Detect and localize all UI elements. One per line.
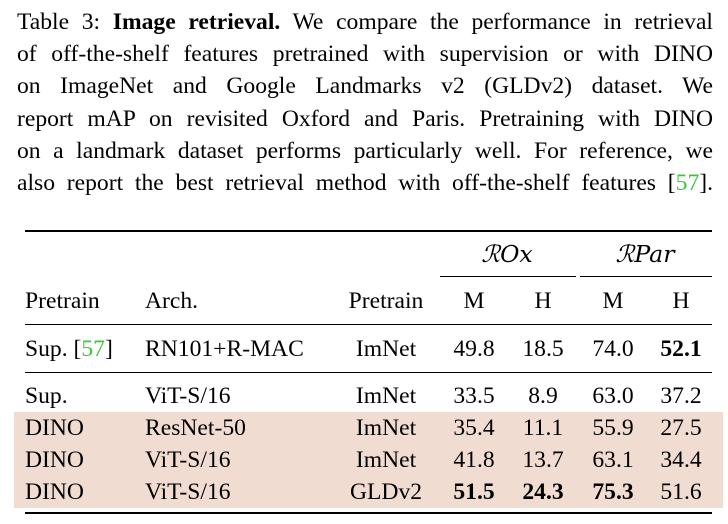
row-0-rpar-m: 74.0	[592, 336, 634, 362]
row-3-arch: ViT-S/16	[145, 447, 231, 473]
caption-line-3: on ImageNet and Google Landmarks v2 (GLD…	[17, 73, 713, 100]
header-rpar-m: M	[602, 288, 624, 314]
caption-text-6: also report the best retrieval method wi…	[17, 170, 676, 197]
row-3-method: DINO	[25, 447, 84, 473]
caption-label: Table 3:	[17, 9, 101, 35]
row-3-rpar-h: 34.4	[660, 447, 702, 473]
row-4-arch: ViT-S/16	[145, 479, 231, 505]
row-2-arch: ResNet-50	[145, 415, 246, 441]
group-header-rox: ℛOx	[481, 240, 533, 268]
row-3-rox-h: 13.7	[522, 447, 564, 473]
row-0-citation[interactable]: 57	[81, 336, 105, 362]
row-2-rox-h: 11.1	[522, 415, 564, 441]
header-rule	[25, 324, 712, 325]
row-3-rpar-m: 63.1	[592, 447, 634, 473]
row-0-rox-h: 18.5	[522, 336, 564, 362]
group-header-rpar: ℛPar	[615, 240, 675, 268]
row-1-rox-m: 33.5	[453, 383, 495, 409]
row-1-rpar-h: 37.2	[660, 383, 702, 409]
caption-line-2: of off-the-shelf features pretrained wit…	[17, 41, 713, 68]
row-3-rox-m: 41.8	[453, 447, 495, 473]
row-1-arch: ViT-S/16	[145, 383, 231, 409]
header-pretrain-method: Pretrain	[25, 288, 100, 314]
caption-text-1: We compare the performance in retrieval	[280, 9, 713, 35]
rpar-cmidrule	[580, 276, 712, 277]
header-rox-m: M	[463, 288, 485, 314]
row-1-rpar-m: 63.0	[592, 383, 634, 409]
row-4-method: DINO	[25, 479, 84, 505]
caption-line-1: Table 3: Image retrieval. We compare the…	[17, 6, 713, 38]
header-pretrain-data: Pretrain	[348, 288, 424, 314]
row-2-rpar-m: 55.9	[592, 415, 634, 441]
citation-link[interactable]: 57	[675, 170, 700, 197]
caption-title: Image retrieval.	[112, 9, 281, 35]
row-4-rox-h: 24.3	[522, 479, 564, 505]
caption-line-6: also report the best retrieval method wi…	[17, 167, 713, 199]
row-4-rpar-h: 51.6	[660, 479, 702, 505]
row-0-rox-m: 49.8	[453, 336, 495, 362]
header-arch: Arch.	[145, 288, 199, 314]
caption-text-6-end: ].	[699, 170, 713, 197]
caption-line-5: on a landmark dataset performs particula…	[17, 137, 713, 164]
row-2-rox-m: 35.4	[453, 415, 495, 441]
row-1-rox-h: 8.9	[528, 383, 558, 409]
section-rule	[25, 372, 712, 373]
table-caption: Table 3: Image retrieval. We compare the…	[17, 6, 713, 199]
row-2-rpar-h: 27.5	[660, 415, 702, 441]
row-4-rox-m: 51.5	[453, 479, 495, 505]
header-rpar-h: H	[672, 288, 690, 314]
row-2-data: ImNet	[355, 415, 417, 441]
header-rox-h: H	[534, 288, 552, 314]
rox-cmidrule	[440, 276, 576, 277]
row-1-method: Sup.	[25, 383, 68, 409]
row-0-arch: RN101+R-MAC	[145, 336, 304, 362]
row-0-method: Sup. [57]	[25, 336, 113, 362]
table-bottom-rule	[25, 512, 712, 515]
row-2-method: DINO	[25, 415, 84, 441]
row-1-data: ImNet	[355, 383, 417, 409]
row-3-data: ImNet	[355, 447, 417, 473]
table-top-rule	[25, 230, 712, 233]
row-0-rpar-h: 52.1	[660, 336, 702, 362]
caption-line-4: report mAP on revisited Oxford and Paris…	[17, 105, 713, 132]
row-4-rpar-m: 75.3	[592, 479, 634, 505]
row-4-data: GLDv2	[349, 479, 423, 505]
row-0-data: ImNet	[355, 336, 417, 362]
dino-rows-highlight	[14, 412, 723, 508]
